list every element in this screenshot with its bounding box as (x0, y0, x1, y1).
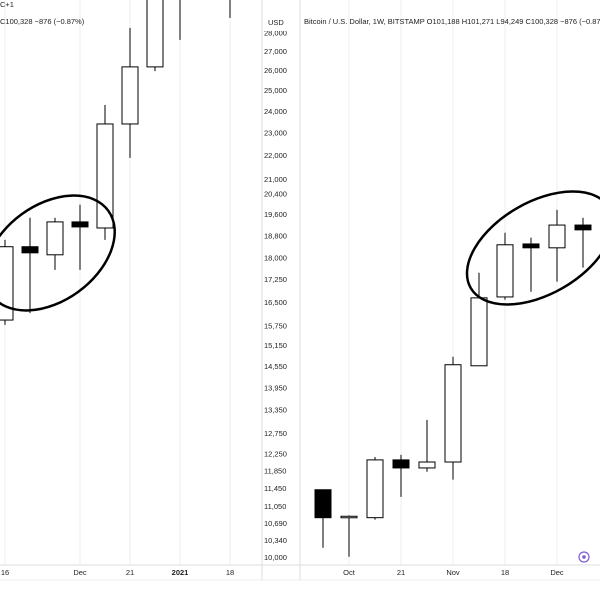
candle-body (444, 364, 462, 463)
candle-body (146, 0, 164, 68)
candle-body (46, 221, 64, 256)
settings-icon[interactable] (578, 551, 590, 563)
x-tick-label: 18 (501, 568, 509, 577)
right-pane (314, 0, 592, 565)
y-tick-label: 10,000 (264, 553, 287, 562)
chart-title: C100,328 −876 (−0.87%) (0, 17, 85, 26)
y-tick-label: 13,350 (264, 406, 287, 415)
candle-body (21, 246, 39, 254)
x-tick-label: 18 (226, 568, 234, 577)
y-tick-label: 15,750 (264, 321, 287, 330)
candle-body (548, 224, 566, 249)
x-tick-label: Oct (343, 568, 356, 577)
y-tick-label: 18,800 (264, 231, 287, 240)
chart-title: Bitcoin / U.S. Dollar, 1W, BITSTAMP O101… (304, 17, 600, 26)
candle-body (522, 243, 540, 249)
candle-body (71, 221, 89, 228)
overlay: 16 Dec 21 2021 18 C+1 C100,328 −876 (−0.87%) Oc… (0, 0, 600, 581)
axis-label-bg (263, 15, 299, 31)
y-tick-label: 10,690 (264, 519, 287, 528)
y-tick-label: 20,400 (264, 190, 287, 199)
y-tick-label: 15,150 (264, 341, 287, 350)
x-tick-label: Dec (550, 568, 564, 577)
y-tick-label: 11,050 (264, 502, 286, 511)
x-tick-label: Dec (73, 568, 87, 577)
y-tick-label: 10,340 (264, 536, 287, 545)
y-tick-label: 12,250 (264, 449, 287, 458)
y-tick-label: 11,450 (264, 484, 286, 493)
settings-icon-dot (582, 555, 586, 559)
y-tick-label: 14,550 (264, 362, 287, 371)
y-tick-label: 12,750 (264, 429, 287, 438)
x-tick-label: 2021 (172, 568, 189, 577)
y-axis-label: USD (268, 18, 284, 27)
y-tick-label: 16,500 (264, 298, 287, 307)
y-tick-label: 19,600 (264, 210, 287, 219)
candle-body (0, 246, 14, 321)
y-tick-label: 27,000 (264, 47, 287, 56)
highlight-ellipse (465, 190, 600, 306)
x-tick-label: 21 (397, 568, 405, 577)
y-tick-label: 18,000 (264, 253, 287, 262)
y-tick-label: 28,000 (264, 28, 287, 37)
y-tick-label: 26,000 (264, 66, 287, 75)
y-tick-label: 22,000 (264, 151, 287, 160)
candle-body (418, 461, 436, 469)
chart-title: C+1 (0, 0, 14, 9)
y-tick-label: 23,000 (264, 129, 287, 138)
x-tick-label: 16 (1, 568, 9, 577)
y-tick-label: 11,850 (264, 466, 286, 475)
x-tick-label: 21 (126, 568, 134, 577)
candle-body (314, 489, 332, 519)
candle-body (366, 459, 384, 519)
y-tick-label: 21,000 (264, 175, 287, 184)
candle-body (121, 66, 139, 125)
y-tick-label: 17,250 (264, 275, 287, 284)
candle-body (392, 459, 410, 469)
x-tick-label: Nov (446, 568, 460, 577)
candle-body (470, 297, 488, 367)
candle-body (340, 515, 358, 519)
y-tick-label: 24,000 (264, 107, 287, 116)
price-axis: 28,000 27,000 26,000 25,000 24,000 23,000 22,0… (263, 15, 299, 562)
candle-body (574, 224, 592, 231)
candle-body (496, 244, 514, 298)
y-tick-label: 13,950 (264, 383, 287, 392)
y-tick-label: 25,000 (264, 86, 287, 95)
highlight-ellipse (0, 194, 116, 312)
